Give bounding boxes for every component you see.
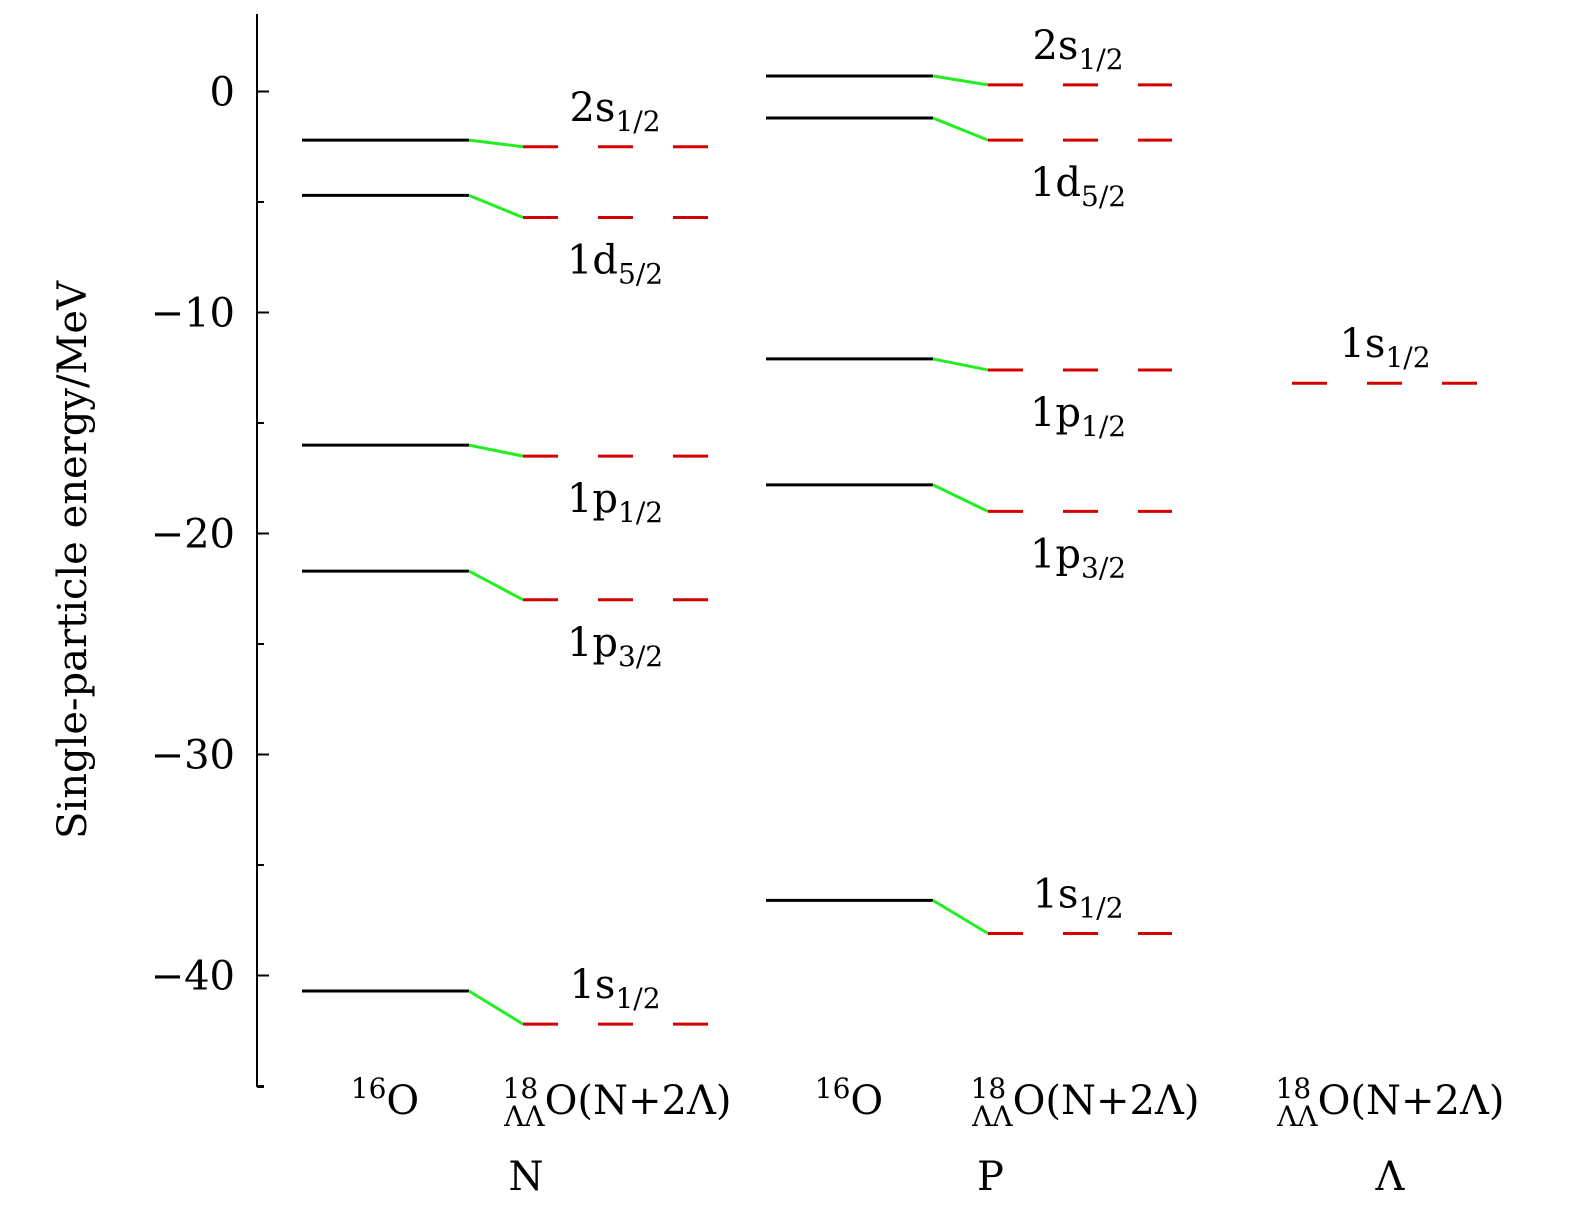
level-connector-P (932, 74, 989, 87)
column-label-18O: 18 ΛΛO(N+2Λ) (503, 1072, 732, 1133)
level-connector-N (468, 569, 524, 602)
state-label: 1s1/2 (569, 962, 660, 1015)
level-connector-N (468, 138, 524, 149)
state-label: 2s1/2 (569, 85, 660, 138)
y-tick-label: 0 (210, 70, 235, 116)
energy-levels (302, 74, 1478, 1026)
level-connector-P (932, 899, 989, 935)
y-tick-label: −10 (151, 291, 235, 337)
y-axis: 0 −10 −20 −30 −40 (151, 14, 269, 1088)
state-label: 1p1/2 (1030, 390, 1126, 443)
state-label: 1p3/2 (567, 620, 663, 673)
y-axis-label: Single-particle energy/MeV (50, 280, 96, 839)
y-tick-label: −20 (151, 512, 235, 558)
group-label: Λ (1375, 1154, 1406, 1200)
level-connector-N (468, 443, 524, 458)
column-label-16O: 16O (815, 1072, 883, 1124)
y-tick-label: −40 (151, 954, 235, 1000)
level-connector-N (468, 989, 524, 1026)
level-connector-P (932, 483, 989, 513)
state-label: 1p1/2 (567, 476, 663, 529)
chart-labels: 2s1/2 1d5/2 1p1/2 1p3/2 1s1/2 16O 18 ΛΛO(N+2Λ) N… (351, 23, 1505, 1200)
level-connector-P (932, 116, 989, 142)
state-label: 1d5/2 (567, 237, 663, 290)
y-tick-label: −30 (151, 733, 235, 779)
state-label: 1s1/2 (1032, 872, 1123, 925)
state-label: 1s1/2 (1339, 321, 1430, 374)
state-label: 1p3/2 (1030, 531, 1126, 584)
state-label: 1d5/2 (1030, 160, 1126, 213)
column-label-18O: 18 ΛΛO(N+2Λ) (1276, 1072, 1505, 1133)
level-connector-P (932, 357, 989, 372)
column-label-16O: 16O (351, 1072, 419, 1124)
group-label: P (977, 1154, 1004, 1200)
level-connector-N (468, 193, 524, 219)
state-label: 2s1/2 (1032, 23, 1123, 76)
column-label-18O: 18 ΛΛO(N+2Λ) (971, 1072, 1200, 1133)
group-label: N (509, 1154, 544, 1200)
